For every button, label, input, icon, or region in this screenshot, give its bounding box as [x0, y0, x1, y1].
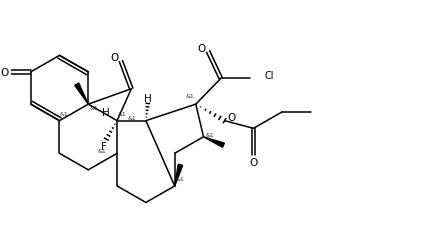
- Text: Cl: Cl: [265, 71, 275, 81]
- Polygon shape: [75, 84, 88, 105]
- Text: &1: &1: [118, 112, 127, 117]
- Text: &1: &1: [206, 133, 215, 138]
- Text: &1: &1: [60, 112, 69, 117]
- Text: &1: &1: [98, 148, 107, 153]
- Text: H: H: [144, 93, 152, 103]
- Text: O: O: [198, 44, 206, 54]
- Text: &1: &1: [186, 94, 194, 99]
- Polygon shape: [175, 164, 183, 186]
- Text: O: O: [0, 68, 8, 78]
- Polygon shape: [204, 137, 224, 148]
- Text: &1: &1: [90, 106, 99, 111]
- Text: O: O: [249, 157, 258, 167]
- Text: F: F: [102, 141, 108, 151]
- Text: O: O: [228, 112, 236, 122]
- Text: &1: &1: [128, 116, 137, 120]
- Text: &1: &1: [176, 176, 185, 181]
- Text: O: O: [110, 53, 118, 63]
- Text: H: H: [102, 108, 110, 118]
